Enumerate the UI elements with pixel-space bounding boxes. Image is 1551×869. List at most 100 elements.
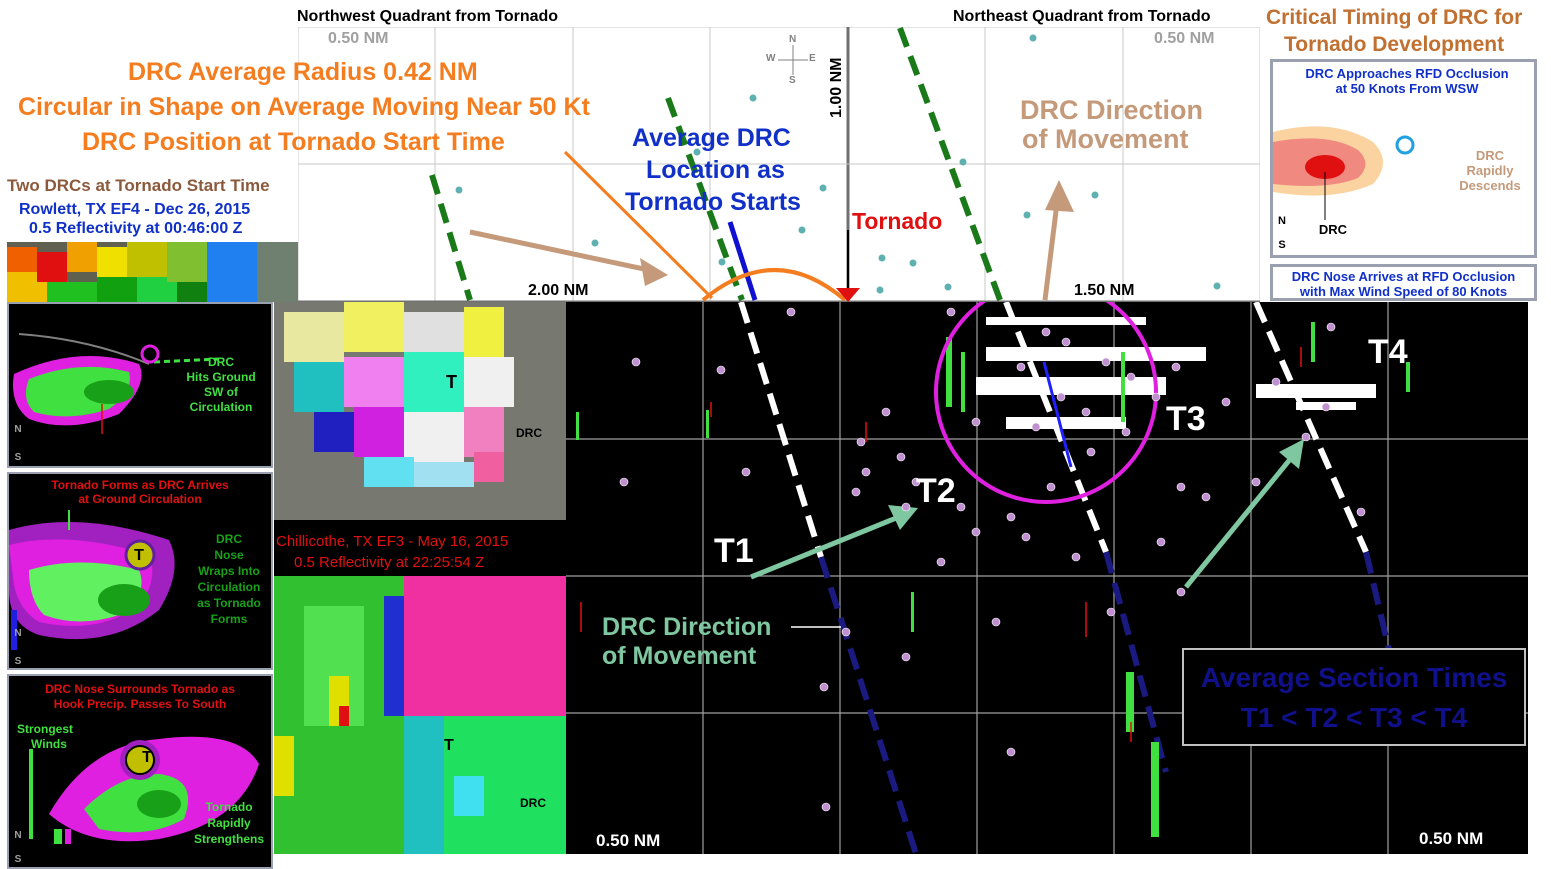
s3-strong-2: Winds <box>31 737 67 751</box>
green-dash-3 <box>897 26 1003 302</box>
box1-rapid-3: Descends <box>1459 178 1521 193</box>
s3-title-2: Hook Precip. Passes To South <box>53 697 227 711</box>
critical-title-2: Tornado Development <box>1284 33 1505 56</box>
box2-title-1: DRC Nose Arrives at RFD Occlusion <box>1291 269 1516 284</box>
nw-quadrant-header: Northwest Quadrant from Tornado <box>297 8 559 25</box>
nm-label-top-right: 0.50 NM <box>1154 30 1215 47</box>
main-dir-2: of Movement <box>602 642 757 670</box>
box1-rapid-1: DRC <box>1475 148 1505 163</box>
nm-label-top-left: 0.50 NM <box>328 30 389 47</box>
t4-label: T4 <box>1368 333 1408 371</box>
main-radar-panel <box>566 302 1528 854</box>
s3-s: S <box>14 854 22 865</box>
box2-title-2: with Max Wind Speed of 80 Knots <box>1299 284 1508 299</box>
chillicothe-radar-closeup <box>274 576 566 854</box>
s2-2: Nose <box>214 548 244 562</box>
s2-4: Circulation <box>197 580 261 594</box>
drc-magenta-circle <box>934 302 1158 504</box>
s1-3: SW of <box>204 385 238 399</box>
s1-s: S <box>14 452 22 463</box>
box1-title-2: at 50 Knots From WSW <box>1335 81 1479 96</box>
pink-dot-cloud <box>619 307 1366 812</box>
navy-dash-1 <box>818 556 919 854</box>
ne-quadrant-header: Northeast Quadrant from Tornado <box>953 8 1211 25</box>
s3-n: N <box>14 830 22 841</box>
nm-label-200: 2.00 NM <box>528 282 589 299</box>
drc-approach-graphic <box>1273 126 1415 220</box>
avg-times-1: Average Section Times <box>1200 662 1508 693</box>
top-annotations-layer <box>429 26 1221 302</box>
white-dash-3 <box>1253 302 1369 554</box>
avg-loc-2: Location as <box>646 156 785 184</box>
s3-rapid-2: Rapidly <box>207 816 251 830</box>
timing-box-2: DRC Nose Arrives at RFD Occlusion with M… <box>1270 264 1537 301</box>
avg-times-2: T1 < T2 < T3 < T4 <box>1240 702 1468 733</box>
stage1-graphic <box>13 333 220 434</box>
rowlett-title: Two DRCs at Tornado Start Time <box>7 176 270 195</box>
chillicothe-drc-marker: DRC <box>520 796 546 810</box>
s1-n: N <box>14 424 22 435</box>
compass-n: N <box>789 34 797 45</box>
s2-1: DRC <box>216 532 242 546</box>
stage-panel-3: DRC Nose Surrounds Tornado as Hook Preci… <box>7 674 273 869</box>
rowlett-line2: 0.5 Reflectivity at 00:46:00 Z <box>29 220 243 237</box>
main-nm-right: 0.50 NM <box>1419 829 1484 848</box>
circular-text: Circular in Shape on Average Moving Near… <box>18 93 590 121</box>
nm-label-150: 1.50 NM <box>1074 282 1135 299</box>
chillicothe-t-marker: T <box>444 737 454 754</box>
box1-drc: DRC <box>1318 222 1348 237</box>
s2-6: Forms <box>210 612 248 626</box>
s2-3: Wraps Into <box>198 564 260 578</box>
tornado-marker <box>836 288 860 302</box>
s2-title-2: at Ground Circulation <box>78 492 202 506</box>
box1-n: N <box>1278 215 1286 227</box>
stage-panel-2: Tornado Forms as DRC Arrives at Ground C… <box>7 472 273 670</box>
s3-rapid-1: Tornado <box>205 800 253 814</box>
position-text: DRC Position at Tornado Start Time <box>82 128 505 156</box>
timing-box-1: DRC Approaches RFD Occlusion at 50 Knots… <box>1270 59 1537 258</box>
stage2-graphic <box>9 510 175 650</box>
t3-label: T3 <box>1166 400 1206 438</box>
s2-n: N <box>14 628 22 639</box>
s3-strong-1: Strongest <box>16 722 73 736</box>
avg-section-times-box: Average Section Times T1 < T2 < T3 < T4 <box>1182 648 1526 746</box>
s3-title-1: DRC Nose Surrounds Tornado as <box>45 682 235 696</box>
chillicothe-label-bar <box>274 520 566 576</box>
stage-panel-1: DRC Hits Ground SW of Circulation N S <box>7 302 273 468</box>
s1-2: Hits Ground <box>186 370 256 384</box>
compass-w: W <box>766 53 776 64</box>
rowlett-t-marker: T <box>446 372 457 392</box>
rowlett-line1: Rowlett, TX EF4 - Dec 26, 2015 <box>19 201 251 218</box>
s2-t: T <box>134 547 144 564</box>
drc-circle-icon <box>1395 135 1415 155</box>
s3-t: T <box>142 749 152 766</box>
compass-s: S <box>789 75 796 86</box>
white-dash-1 <box>738 302 824 558</box>
s2-title-1: Tornado Forms as DRC Arrives <box>51 478 229 492</box>
stage3-graphic <box>29 736 259 844</box>
main-nm-left: 0.50 NM <box>596 831 661 850</box>
green-dash-1 <box>429 174 473 301</box>
rowlett-drc-marker: DRC <box>516 426 542 440</box>
tornado-label: Tornado <box>852 208 943 234</box>
t2-label: T2 <box>916 472 956 510</box>
main-dir-1: DRC Direction <box>602 613 772 641</box>
s1-4: Circulation <box>189 400 253 414</box>
s1-1: DRC <box>208 355 234 369</box>
chillicothe-line1: Chillicothe, TX EF3 - May 16, 2015 <box>276 533 509 550</box>
drc-arc <box>701 268 847 302</box>
dir-top-1: DRC Direction <box>1020 95 1204 125</box>
s3-rapid-3: Strengthens <box>193 832 264 846</box>
avg-loc-1: Average DRC <box>632 124 791 152</box>
box1-rapid-2: Rapidly <box>1466 163 1514 178</box>
box1-s: S <box>1278 239 1286 251</box>
compass-e: E <box>809 53 816 64</box>
blue-line <box>727 221 758 301</box>
radius-text: DRC Average Radius 0.42 NM <box>128 58 478 86</box>
s2-5: as Tornado <box>197 596 261 610</box>
t1-label: T1 <box>714 532 754 570</box>
chillicothe-line2: 0.5 Reflectivity at 22:25:54 Z <box>294 554 485 571</box>
nm-label-100: 1.00 NM <box>828 57 845 118</box>
dir-top-2: of Movement <box>1022 124 1189 154</box>
orange-pointer <box>563 150 714 300</box>
